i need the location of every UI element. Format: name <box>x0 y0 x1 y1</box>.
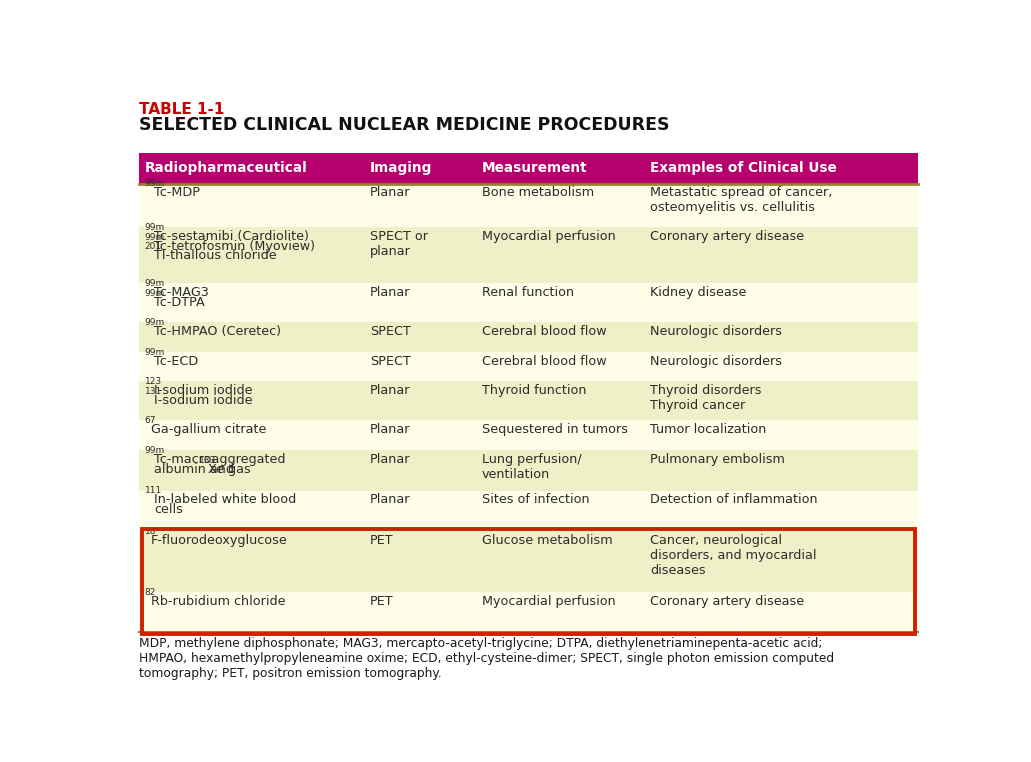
Text: Cerebral blood flow: Cerebral blood flow <box>483 354 606 367</box>
Text: Sites of infection: Sites of infection <box>483 494 590 507</box>
Text: SPECT: SPECT <box>370 354 411 367</box>
Text: Neurologic disorders: Neurologic disorders <box>650 354 781 367</box>
Text: Tc-DTPA: Tc-DTPA <box>154 296 205 309</box>
Text: Tc-ECD: Tc-ECD <box>154 354 198 367</box>
Text: Neurologic disorders: Neurologic disorders <box>650 325 781 338</box>
Text: Tumor localization: Tumor localization <box>650 423 766 436</box>
Text: PET: PET <box>370 595 394 608</box>
Text: MDP, methylene diphosphonate; MAG3, mercapto-acetyl-triglycine; DTPA, diethylene: MDP, methylene diphosphonate; MAG3, merc… <box>139 636 834 680</box>
Text: Measurement: Measurement <box>483 162 588 175</box>
Bar <box>139 351 918 382</box>
Text: cells: cells <box>155 503 184 516</box>
Text: 82: 82 <box>144 588 157 597</box>
Bar <box>139 450 918 491</box>
Text: Renal function: Renal function <box>483 286 574 299</box>
Bar <box>139 227 918 283</box>
Text: Glucose metabolism: Glucose metabolism <box>483 533 612 547</box>
Text: Tc-macroaggregated: Tc-macroaggregated <box>154 453 286 466</box>
Text: 99m: 99m <box>144 347 165 357</box>
Text: Imaging: Imaging <box>370 162 433 175</box>
Text: 99m: 99m <box>144 446 165 455</box>
Bar <box>139 491 918 531</box>
Bar <box>139 421 918 450</box>
Bar <box>139 184 918 227</box>
Text: Myocardial perfusion: Myocardial perfusion <box>483 595 616 608</box>
Text: Planar: Planar <box>370 423 410 436</box>
Text: Tc-HMPAO (Ceretec): Tc-HMPAO (Ceretec) <box>154 325 280 338</box>
Text: 67: 67 <box>144 416 157 425</box>
Text: 131: 131 <box>144 387 162 396</box>
Text: Ga-gallium citrate: Ga-gallium citrate <box>151 423 266 436</box>
Text: 201: 201 <box>144 242 162 251</box>
Text: Tl-thallous chloride: Tl-thallous chloride <box>154 249 276 262</box>
Text: Myocardial perfusion: Myocardial perfusion <box>483 230 616 243</box>
Text: Pulmonary embolism: Pulmonary embolism <box>650 453 785 466</box>
Text: Planar: Planar <box>370 187 410 200</box>
Text: Radiopharmaceutical: Radiopharmaceutical <box>144 162 307 175</box>
Text: I-sodium iodide: I-sodium iodide <box>154 394 253 407</box>
Text: Examples of Clinical Use: Examples of Clinical Use <box>650 162 836 175</box>
Bar <box>139 153 918 184</box>
Text: Detection of inflammation: Detection of inflammation <box>650 494 818 507</box>
Text: Tc-sestamibi (Cardiolite): Tc-sestamibi (Cardiolite) <box>154 230 309 243</box>
Text: Planar: Planar <box>370 384 410 398</box>
Text: 99m: 99m <box>144 232 165 242</box>
Text: 99m: 99m <box>144 289 165 298</box>
Text: PET: PET <box>370 533 394 547</box>
Text: Coronary artery disease: Coronary artery disease <box>650 230 804 243</box>
Text: 99m: 99m <box>144 180 165 188</box>
Text: F-fluorodeoxyglucose: F-fluorodeoxyglucose <box>151 533 288 547</box>
Text: Tc-tetrofosmin (Myoview): Tc-tetrofosmin (Myoview) <box>154 239 314 252</box>
Text: 111: 111 <box>144 486 162 495</box>
Text: Metastatic spread of cancer,
osteomyelitis vs. cellulitis: Metastatic spread of cancer, osteomyelit… <box>650 187 832 214</box>
Text: 133: 133 <box>199 456 217 465</box>
Text: Planar: Planar <box>370 453 410 466</box>
Text: Cancer, neurological
disorders, and myocardial
diseases: Cancer, neurological disorders, and myoc… <box>650 533 817 577</box>
Text: In-labeled white blood: In-labeled white blood <box>154 494 296 507</box>
Text: Planar: Planar <box>370 494 410 507</box>
Text: 18: 18 <box>144 527 157 536</box>
Text: albumin and: albumin and <box>155 463 238 476</box>
Bar <box>139 283 918 322</box>
Text: Thyroid function: Thyroid function <box>483 384 587 398</box>
Text: Cerebral blood flow: Cerebral blood flow <box>483 325 606 338</box>
Text: SELECTED CLINICAL NUCLEAR MEDICINE PROCEDURES: SELECTED CLINICAL NUCLEAR MEDICINE PROCE… <box>139 116 670 134</box>
Text: Rb-rubidium chloride: Rb-rubidium chloride <box>151 595 286 608</box>
Bar <box>139 322 918 351</box>
Bar <box>139 531 918 592</box>
Text: 99m: 99m <box>144 318 165 327</box>
Text: SPECT or
planar: SPECT or planar <box>370 230 428 258</box>
Text: 123: 123 <box>144 377 162 386</box>
Text: Tc-MAG3: Tc-MAG3 <box>154 286 209 299</box>
Text: TABLE 1-1: TABLE 1-1 <box>139 102 225 117</box>
Text: 99m: 99m <box>144 223 165 232</box>
Text: Xe gas: Xe gas <box>208 463 251 476</box>
Text: I-sodium iodide: I-sodium iodide <box>154 384 253 398</box>
Bar <box>139 592 918 632</box>
Text: Bone metabolism: Bone metabolism <box>483 187 594 200</box>
Text: Sequestered in tumors: Sequestered in tumors <box>483 423 628 436</box>
Bar <box>139 382 918 421</box>
Text: Lung perfusion/
ventilation: Lung perfusion/ ventilation <box>483 453 581 481</box>
Text: Tc-MDP: Tc-MDP <box>154 187 200 200</box>
Text: Coronary artery disease: Coronary artery disease <box>650 595 804 608</box>
Text: Planar: Planar <box>370 286 410 299</box>
Text: 99m: 99m <box>144 279 165 288</box>
Text: Kidney disease: Kidney disease <box>650 286 746 299</box>
Text: Thyroid disorders
Thyroid cancer: Thyroid disorders Thyroid cancer <box>650 384 761 412</box>
Text: SPECT: SPECT <box>370 325 411 338</box>
